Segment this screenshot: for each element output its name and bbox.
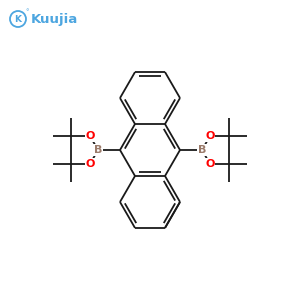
Text: O: O — [85, 159, 95, 169]
Text: O: O — [205, 159, 215, 169]
Text: K: K — [14, 14, 22, 23]
Text: O: O — [205, 131, 215, 141]
Text: Kuujia: Kuujia — [31, 13, 78, 26]
Text: B: B — [198, 145, 206, 155]
Text: B: B — [94, 145, 102, 155]
Text: O: O — [85, 131, 95, 141]
Text: °: ° — [26, 9, 29, 15]
